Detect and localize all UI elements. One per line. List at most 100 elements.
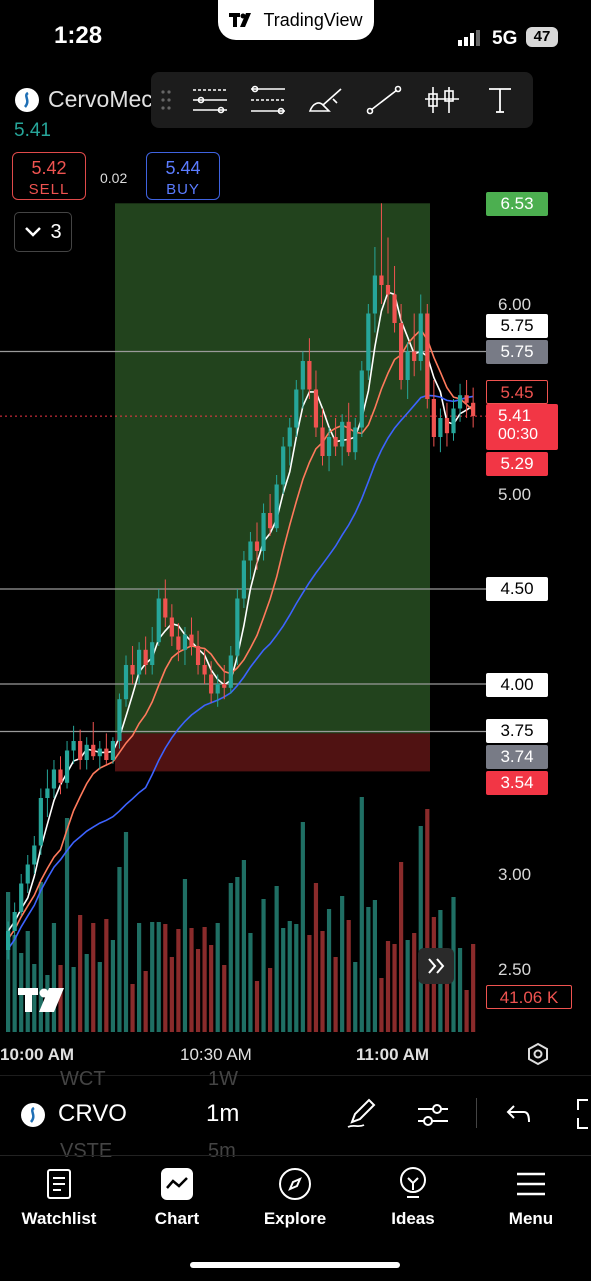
undo-icon[interactable] <box>504 1102 532 1126</box>
tab-ideas[interactable]: Ideas <box>363 1165 463 1229</box>
collapse-button[interactable]: 3 <box>14 212 72 252</box>
candle <box>471 402 476 417</box>
volume-bar <box>287 921 292 1032</box>
time-label: 10:30 AM <box>180 1045 252 1064</box>
ma-line-blue <box>7 394 474 950</box>
volume-bar <box>261 899 266 1032</box>
parallel-channel-icon[interactable] <box>239 72 297 128</box>
candle <box>281 446 286 485</box>
volume-bar <box>241 860 246 1032</box>
sell-button[interactable]: 5.42 SELL <box>12 152 86 200</box>
price-chart[interactable] <box>0 60 591 1050</box>
volume-bar <box>117 867 122 1032</box>
brush-icon[interactable] <box>297 72 355 128</box>
ma-price-tag: 5.45 <box>486 380 548 404</box>
candle <box>353 427 358 453</box>
ma-line-coral <box>7 328 474 940</box>
candle <box>405 351 410 380</box>
tab-watchlist[interactable]: Watchlist <box>9 1165 109 1229</box>
target-zone <box>115 203 430 734</box>
volume-bar <box>163 924 168 1032</box>
candle <box>313 389 319 428</box>
candle <box>464 395 469 403</box>
price-label: 5.00 <box>498 485 532 504</box>
tab-explore[interactable]: Explore <box>245 1165 345 1229</box>
text-icon[interactable] <box>471 72 529 128</box>
candle <box>300 361 305 390</box>
time-label: 10:00 AM <box>0 1045 75 1064</box>
symbol-header[interactable]: CervoMec <box>14 86 153 113</box>
tradingview-pill[interactable]: TradingView <box>218 0 374 40</box>
candle <box>169 617 174 637</box>
line-price-tag[interactable]: 4.00 <box>486 673 548 697</box>
buy-button[interactable]: 5.44 BUY <box>146 152 220 200</box>
volume-bar <box>104 919 109 1032</box>
time-label: 11:00 AM <box>356 1045 430 1064</box>
last-price-value: 5.41 <box>498 406 532 425</box>
tradingview-watermark-icon <box>18 988 64 1012</box>
candle <box>366 313 371 371</box>
tab-menu[interactable]: Menu <box>481 1165 581 1229</box>
price-label: 2.50 <box>498 960 532 979</box>
trend-line-icon[interactable] <box>355 72 413 128</box>
chevron-down-icon <box>25 227 42 237</box>
volume-bar <box>215 923 220 1032</box>
volume-bar <box>392 944 397 1032</box>
symbol-ticker[interactable]: CRVO <box>58 1100 127 1127</box>
tab-chart[interactable]: Chart <box>127 1165 227 1229</box>
volume-bar <box>58 965 63 1032</box>
volume-bar <box>385 941 391 1032</box>
volume-bar <box>189 928 194 1032</box>
horizontal-lines-icon[interactable] <box>181 72 239 128</box>
line-price-tag[interactable]: 4.50 <box>486 577 548 601</box>
volume-bar <box>169 957 174 1032</box>
candle <box>418 313 423 361</box>
status-time: 1:28 <box>54 22 103 49</box>
line-price-tag[interactable]: 3.75 <box>486 719 548 743</box>
volume-bar <box>51 923 57 1032</box>
candle <box>130 665 135 675</box>
volume-bar <box>137 923 142 1032</box>
sell-price: 5.42 <box>31 158 67 178</box>
gray-price-tag: 5.75 <box>486 340 548 364</box>
settings-hex-icon[interactable] <box>526 1042 550 1066</box>
candles-icon[interactable] <box>413 72 471 128</box>
menu-icon <box>517 1172 545 1196</box>
line-price-tag[interactable]: 5.75 <box>486 314 548 338</box>
volume-bar <box>300 822 305 1032</box>
sell-label: SELL <box>28 181 70 198</box>
candle <box>150 642 155 665</box>
volume-bar <box>399 862 404 1032</box>
candle <box>143 649 148 665</box>
tradingview-logo-icon <box>229 13 252 27</box>
volume-bar <box>346 920 351 1032</box>
indicators-sliders-icon[interactable] <box>416 1100 450 1130</box>
candle <box>274 484 279 529</box>
buy-price: 5.44 <box>165 158 201 178</box>
candle <box>176 636 181 650</box>
volume-bar <box>281 928 286 1032</box>
company-logo-icon <box>15 87 39 112</box>
candle <box>346 421 351 453</box>
candle <box>19 883 24 912</box>
interval-selector[interactable]: 1m <box>206 1100 240 1127</box>
fullscreen-icon[interactable] <box>574 1098 591 1130</box>
candle <box>91 744 96 757</box>
spread-value: 0.02 <box>100 170 128 186</box>
entry-price-tag[interactable]: 3.74 <box>486 745 548 769</box>
candle <box>209 674 214 694</box>
volume-bar <box>32 964 37 1032</box>
candle <box>372 275 377 314</box>
target-price-tag[interactable]: 6.53 <box>486 192 548 216</box>
candle <box>58 769 63 783</box>
stop-price-tag[interactable]: 3.54 <box>486 771 548 795</box>
scroll-to-realtime-button[interactable] <box>418 948 454 984</box>
candle <box>294 389 299 428</box>
candle <box>425 313 430 399</box>
candle <box>228 655 233 688</box>
volume-bar <box>418 826 423 1032</box>
tab-label: Watchlist <box>21 1209 97 1228</box>
pencil-icon[interactable] <box>344 1096 378 1130</box>
price-label: 6.00 <box>498 295 532 314</box>
drag-handle-icon[interactable] <box>151 72 181 128</box>
